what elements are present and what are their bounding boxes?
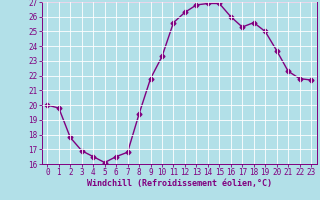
X-axis label: Windchill (Refroidissement éolien,°C): Windchill (Refroidissement éolien,°C) <box>87 179 272 188</box>
